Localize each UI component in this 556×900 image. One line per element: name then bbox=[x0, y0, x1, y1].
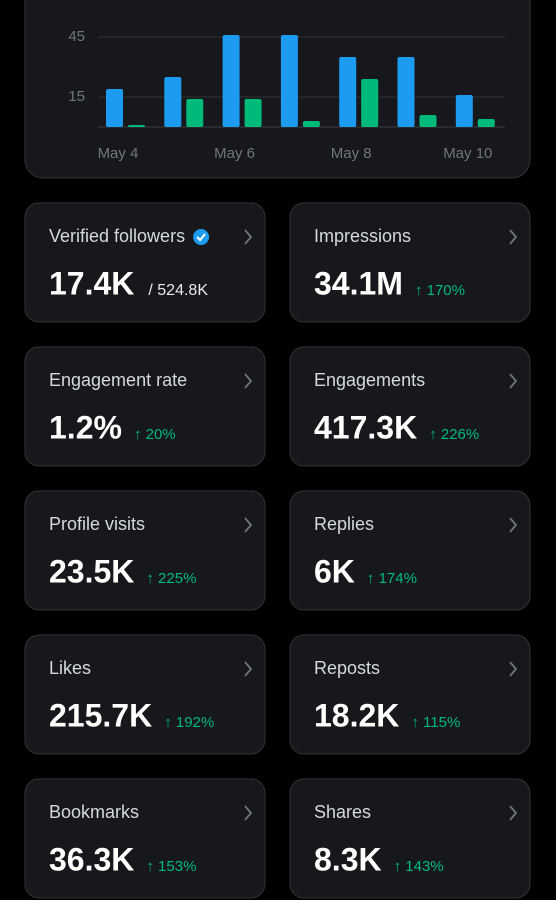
card-background bbox=[289, 202, 531, 323]
card-value: 8.3K bbox=[314, 841, 382, 877]
card-change: ↑ 20% bbox=[134, 426, 176, 443]
verified-check bbox=[196, 233, 206, 242]
card-background bbox=[24, 346, 266, 467]
metric-card[interactable]: Shares 8.3K ↑ 143% bbox=[289, 778, 531, 899]
x-tick-label: May 8 bbox=[331, 145, 372, 162]
chevron-icon bbox=[509, 229, 518, 245]
card-change: ↑ 143% bbox=[394, 858, 444, 875]
card-background bbox=[289, 490, 531, 611]
card-change: ↑ 170% bbox=[415, 282, 465, 299]
bar bbox=[302, 121, 320, 127]
card-change: ↑ 192% bbox=[164, 714, 214, 731]
bar bbox=[397, 57, 415, 127]
card-background bbox=[24, 634, 266, 755]
bar bbox=[128, 125, 145, 127]
card-title: Engagement rate bbox=[49, 370, 187, 390]
card-title: Shares bbox=[314, 802, 371, 822]
bar bbox=[361, 79, 379, 127]
chevron-icon bbox=[244, 661, 253, 677]
card-change: ↑ 226% bbox=[429, 426, 479, 443]
metric-card[interactable]: Engagement rate 1.2% ↑ 20% bbox=[24, 346, 266, 467]
card-value: 23.5K bbox=[49, 553, 134, 589]
chevron-icon bbox=[244, 805, 253, 821]
bar bbox=[419, 115, 437, 127]
bar bbox=[164, 77, 182, 127]
chevron-icon bbox=[244, 517, 253, 533]
chevron-icon bbox=[509, 373, 518, 389]
card-value: 417.3K bbox=[314, 409, 417, 445]
metric-card[interactable]: Verified followers 17.4K / 524.8K bbox=[24, 202, 266, 323]
card-background bbox=[24, 490, 266, 611]
card-background bbox=[289, 346, 531, 467]
metric-card[interactable]: Reposts 18.2K ↑ 115% bbox=[289, 634, 531, 755]
chevron-icon bbox=[244, 229, 253, 245]
card-title: Reposts bbox=[314, 658, 380, 678]
bar bbox=[477, 119, 495, 127]
bar bbox=[186, 99, 204, 127]
chevron-icon bbox=[509, 661, 518, 677]
metric-card[interactable]: Likes 215.7K ↑ 192% bbox=[24, 634, 266, 755]
card-title: Profile visits bbox=[49, 514, 145, 534]
metric-card[interactable]: Profile visits 23.5K ↑ 225% bbox=[24, 490, 266, 611]
x-tick-label: May 6 bbox=[214, 145, 255, 162]
card-title: Bookmarks bbox=[49, 802, 139, 822]
metric-card[interactable]: Engagements 417.3K ↑ 226% bbox=[289, 346, 531, 467]
chevron-icon bbox=[244, 373, 253, 389]
card-background bbox=[289, 634, 531, 755]
bar bbox=[280, 35, 298, 127]
card-background bbox=[289, 778, 531, 899]
y-tick-label: 45 bbox=[68, 28, 85, 45]
card-title: Impressions bbox=[314, 226, 411, 246]
card-value: 1.2% bbox=[49, 409, 122, 445]
chevron-icon bbox=[509, 517, 518, 533]
card-total: / 524.8K bbox=[148, 282, 208, 299]
bar bbox=[244, 99, 262, 127]
card-value: 18.2K bbox=[314, 697, 399, 733]
card-change: ↑ 153% bbox=[146, 858, 196, 875]
chart-card bbox=[24, 0, 531, 179]
card-background bbox=[24, 202, 266, 323]
bar bbox=[339, 57, 357, 127]
card-title: Replies bbox=[314, 514, 374, 534]
card-change: ↑ 115% bbox=[411, 714, 460, 731]
card-title: Verified followers bbox=[49, 226, 185, 246]
bar bbox=[222, 35, 240, 127]
x-tick-label: May 4 bbox=[98, 145, 139, 162]
bar bbox=[106, 89, 123, 127]
card-title: Likes bbox=[49, 658, 91, 678]
card-background bbox=[24, 778, 266, 899]
metric-card[interactable]: Replies 6K ↑ 174% bbox=[289, 490, 531, 611]
card-value: 6K bbox=[314, 553, 355, 589]
chevron-icon bbox=[509, 805, 518, 821]
card-change: ↑ 225% bbox=[146, 570, 196, 587]
card-value: 34.1M bbox=[314, 265, 403, 301]
metric-card[interactable]: Bookmarks 36.3K ↑ 153% bbox=[24, 778, 266, 899]
card-value: 215.7K bbox=[49, 697, 152, 733]
card-value: 17.4K bbox=[49, 265, 134, 301]
verified-badge bbox=[193, 229, 210, 245]
card-title: Engagements bbox=[314, 370, 425, 390]
bar bbox=[455, 95, 473, 127]
card-value: 36.3K bbox=[49, 841, 134, 877]
metric-card[interactable]: Impressions 34.1M ↑ 170% bbox=[289, 202, 531, 323]
y-tick-label: 15 bbox=[68, 88, 85, 105]
x-tick-label: May 10 bbox=[443, 145, 492, 162]
card-change: ↑ 174% bbox=[367, 570, 417, 587]
